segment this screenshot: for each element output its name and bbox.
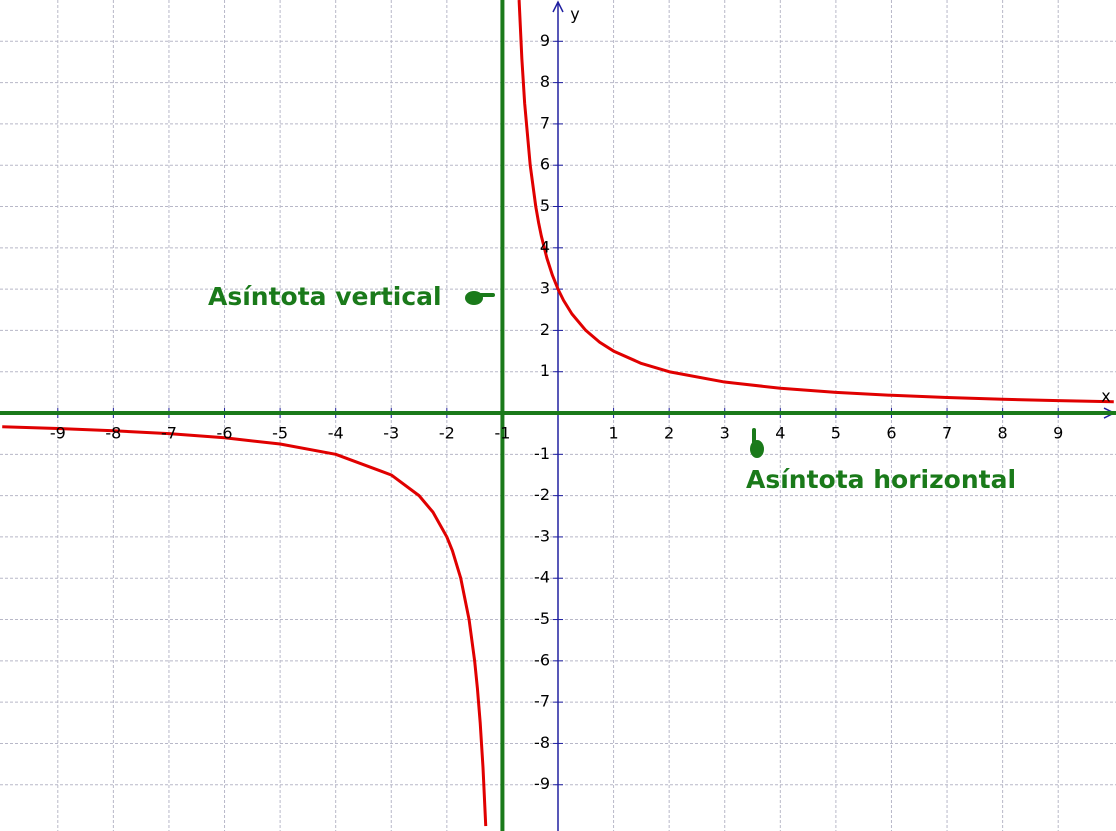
y-tick-label: 3 [540,279,550,298]
annotation: Asíntota horizontal [746,465,1016,494]
y-tick-label: -8 [534,733,550,752]
x-tick-label: -1 [494,424,510,443]
x-tick-label: 1 [608,424,618,443]
y-tick-label: -1 [534,444,550,463]
y-tick-label: 1 [540,361,550,380]
annotation: Asíntota vertical [208,282,442,311]
y-axis-label: y [570,5,579,24]
pointer-palm [750,440,764,458]
y-tick-label: 2 [540,320,550,339]
y-tick-label: -3 [534,526,550,545]
x-tick-label: 3 [720,424,730,443]
y-tick-label: 9 [540,31,550,50]
y-tick-label: -6 [534,650,550,669]
y-tick-label: -2 [534,485,550,504]
pointer-finger [479,293,495,297]
pointer-finger [752,428,756,444]
x-tick-label: -2 [439,424,455,443]
x-tick-label: 8 [998,424,1008,443]
x-axis-label: x [1101,387,1110,406]
x-tick-label: -3 [383,424,399,443]
x-tick-label: -5 [272,424,288,443]
pointer-icon [465,291,495,305]
y-tick-label: -4 [534,568,550,587]
x-tick-label: -8 [105,424,121,443]
x-tick-label: 5 [831,424,841,443]
y-tick-label: -7 [534,692,550,711]
x-tick-label: 7 [942,424,952,443]
x-tick-label: -7 [161,424,177,443]
x-tick-label: -6 [217,424,233,443]
y-tick-label: -5 [534,609,550,628]
x-tick-label: 9 [1053,424,1063,443]
y-tick-label: 7 [540,113,550,132]
x-tick-label: -4 [328,424,344,443]
y-tick-label: 5 [540,196,550,215]
function-curve [2,425,488,827]
y-arrow [552,0,564,13]
x-tick-label: 6 [886,424,896,443]
y-tick-label: 8 [540,72,550,91]
pointer-icon [750,428,764,458]
x-tick-label: 2 [664,424,674,443]
y-tick-label: 6 [540,155,550,174]
function-curve [517,0,1114,404]
y-tick-label: -9 [534,774,550,793]
x-tick-label: -9 [50,424,66,443]
y-tick-label: 4 [540,237,550,256]
x-tick-label: 4 [775,424,785,443]
pointer-palm [465,291,483,305]
